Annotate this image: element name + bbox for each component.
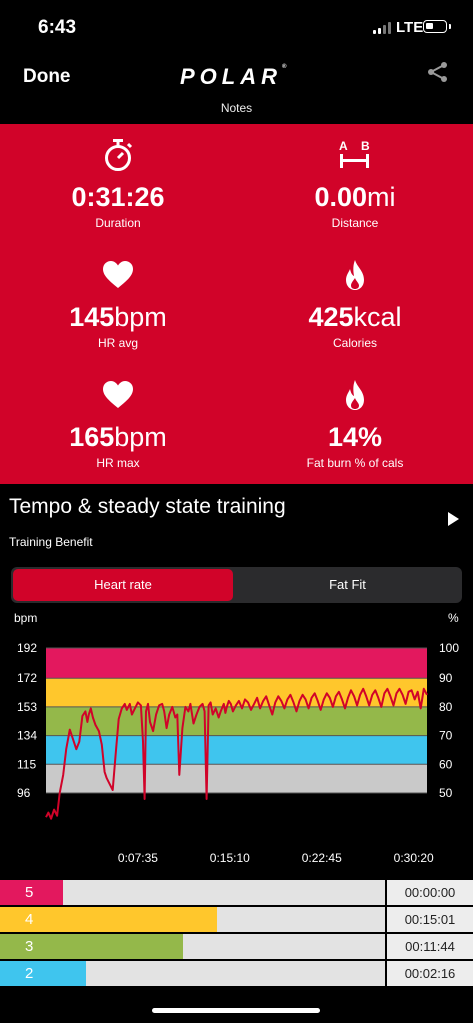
notes-label[interactable]: Notes <box>220 101 253 115</box>
polar-logo-mark: ® <box>282 64 287 70</box>
zone-band-5 <box>46 648 427 679</box>
zone-time: 00:02:16 <box>387 961 473 986</box>
heart-rate-chart: bpm % 192 172 153 134 115 96 100 90 80 70 60 50 0:07:3… <box>14 611 459 865</box>
stat-calories: 425kcal Calories <box>237 258 473 350</box>
calories-unit: kcal <box>353 302 402 332</box>
svg-text:B: B <box>361 139 370 153</box>
distance-unit: mi <box>367 182 396 212</box>
duration-label: Duration <box>95 216 141 230</box>
play-arrow-icon[interactable] <box>448 512 459 526</box>
distance-label: Distance <box>331 216 379 230</box>
y-tick-left: 172 <box>17 671 37 685</box>
zone-band-2 <box>46 735 427 765</box>
fat-burn-label: Fat burn % of cals <box>306 456 404 470</box>
zone-band-3 <box>46 706 427 736</box>
x-tick: 0:07:35 <box>118 851 158 865</box>
heart-icon <box>103 381 133 408</box>
duration-value: 0:31:26 <box>71 182 165 212</box>
fat-burn-unit: % <box>358 422 383 452</box>
stat-hr-avg: 145bpm HR avg <box>0 258 236 350</box>
hr-avg-unit: bpm <box>114 302 167 332</box>
flame-icon <box>346 380 364 410</box>
y-tick-right: 90 <box>439 671 453 685</box>
zone-bar-fill <box>63 907 217 932</box>
zone-row-5: 5 00:00:00 <box>0 880 473 905</box>
y-tick-right: 80 <box>439 700 453 714</box>
y-tick-left: 153 <box>17 700 37 714</box>
fat-burn-value: 14 <box>327 422 359 452</box>
stat-hr-max: 165bpm HR max <box>0 378 236 470</box>
heart-icon <box>103 261 133 288</box>
y-tick-left: 96 <box>17 786 31 800</box>
y-tick-left: 115 <box>17 757 36 771</box>
battery-nub <box>449 24 451 29</box>
training-benefit-subtitle: Training Benefit <box>9 535 93 549</box>
tab-heart-rate[interactable]: Heart rate <box>13 569 233 601</box>
done-button[interactable]: Done <box>23 66 71 87</box>
zone-time: 00:11:44 <box>387 934 473 959</box>
stat-distance: A B 0.00mi Distance <box>237 138 473 230</box>
network-type: LTE <box>396 19 424 36</box>
zone-bar-fill <box>63 934 184 959</box>
hr-avg-value: 145 <box>69 302 115 332</box>
y-axis-title-right: % <box>448 611 459 625</box>
hr-max-unit: bpm <box>114 422 167 452</box>
x-tick: 0:22:45 <box>302 851 342 865</box>
y-tick-right: 50 <box>439 786 453 800</box>
tab-fat-fit[interactable]: Fat Fit <box>329 577 366 592</box>
zone-row-4: 4 00:15:01 <box>0 907 473 932</box>
summary-stats-panel: 0:31:26 Duration A B 0.00mi Distance 145… <box>0 124 473 484</box>
chart-tab-switcher: Heart rate Fat Fit <box>11 567 462 603</box>
distance-value: 0.00 <box>314 182 368 212</box>
stopwatch-icon <box>105 139 133 171</box>
battery-icon <box>423 20 447 33</box>
hr-max-label: HR max <box>96 456 140 470</box>
hr-avg-label: HR avg <box>97 336 138 350</box>
zone-bar-track <box>63 961 385 986</box>
y-axis-title-left: bpm <box>14 611 37 625</box>
zone-number: 3 <box>0 934 63 959</box>
training-benefit-title[interactable]: Tempo & steady state training <box>9 495 286 518</box>
polar-logo: POLAR® <box>180 64 286 90</box>
zone-bar-track <box>63 907 385 932</box>
heart-rate-series-line <box>45 687 428 820</box>
zone-number: 4 <box>0 907 63 932</box>
y-tick-right: 100 <box>439 641 459 655</box>
share-icon[interactable] <box>426 61 450 83</box>
polar-logo-text: POLAR <box>180 64 282 89</box>
zone-bar-fill <box>63 961 87 986</box>
flame-icon <box>346 260 364 290</box>
zone-row-3: 3 00:11:44 <box>0 934 473 959</box>
distance-ab-icon: A B <box>339 139 370 168</box>
home-indicator[interactable] <box>152 1008 320 1013</box>
stat-duration: 0:31:26 Duration <box>0 138 236 230</box>
x-tick: 0:15:10 <box>210 851 250 865</box>
y-tick-left: 192 <box>17 641 37 655</box>
zone-number: 2 <box>0 961 63 986</box>
zone-number: 5 <box>0 880 63 905</box>
zone-band-4 <box>46 678 427 707</box>
x-tick: 0:30:20 <box>394 851 434 865</box>
zone-band-1 <box>46 764 427 793</box>
y-tick-left: 134 <box>17 729 37 743</box>
stat-fat-burn: 14% Fat burn % of cals <box>237 378 473 470</box>
signal-icon <box>373 22 393 34</box>
calories-label: Calories <box>332 336 377 350</box>
y-tick-right: 70 <box>439 729 453 743</box>
zone-time: 00:00:00 <box>387 880 473 905</box>
status-time: 6:43 <box>38 17 77 38</box>
hr-max-value: 165 <box>69 422 115 452</box>
zone-bar-track <box>63 934 385 959</box>
zone-time: 00:15:01 <box>387 907 473 932</box>
y-tick-right: 60 <box>439 757 453 771</box>
svg-text:A: A <box>339 139 348 153</box>
calories-value: 425 <box>308 302 354 332</box>
zone-row-2: 2 00:02:16 <box>0 961 473 986</box>
zone-bar-track <box>63 880 385 905</box>
